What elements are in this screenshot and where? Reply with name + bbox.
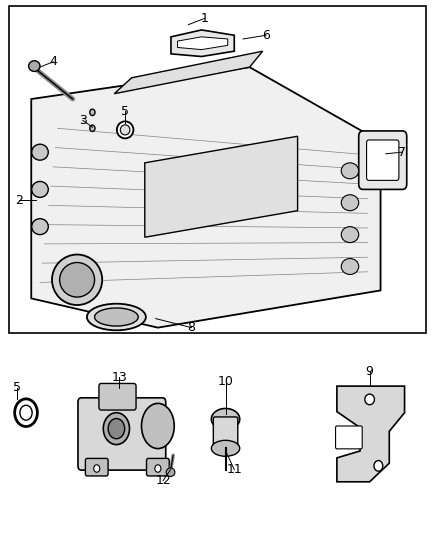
FancyBboxPatch shape — [359, 131, 407, 189]
Ellipse shape — [87, 304, 146, 330]
Ellipse shape — [52, 255, 102, 305]
Ellipse shape — [212, 408, 240, 430]
Ellipse shape — [60, 263, 95, 297]
Polygon shape — [177, 37, 228, 50]
Ellipse shape — [341, 259, 359, 274]
Text: 10: 10 — [218, 375, 233, 389]
Text: 3: 3 — [79, 114, 87, 127]
Text: 13: 13 — [112, 370, 127, 384]
Text: 1: 1 — [201, 12, 209, 25]
Text: 8: 8 — [187, 321, 195, 334]
Ellipse shape — [90, 125, 95, 132]
Text: 9: 9 — [366, 365, 374, 378]
Ellipse shape — [94, 465, 100, 472]
FancyBboxPatch shape — [10, 6, 426, 333]
Ellipse shape — [103, 413, 130, 445]
Polygon shape — [145, 136, 297, 237]
Polygon shape — [171, 30, 234, 56]
Ellipse shape — [20, 405, 32, 420]
Ellipse shape — [32, 181, 48, 197]
FancyBboxPatch shape — [367, 140, 399, 180]
FancyBboxPatch shape — [78, 398, 166, 470]
Text: 5: 5 — [121, 105, 129, 118]
Ellipse shape — [341, 163, 359, 179]
Text: 11: 11 — [226, 463, 242, 476]
Text: 5: 5 — [13, 381, 21, 394]
Ellipse shape — [141, 403, 174, 449]
Ellipse shape — [120, 125, 130, 135]
Ellipse shape — [14, 399, 37, 426]
Ellipse shape — [341, 195, 359, 211]
Ellipse shape — [32, 219, 48, 235]
FancyBboxPatch shape — [99, 383, 136, 410]
Text: 6: 6 — [262, 29, 270, 42]
Ellipse shape — [90, 109, 95, 116]
FancyBboxPatch shape — [85, 458, 108, 476]
Ellipse shape — [95, 308, 138, 326]
Ellipse shape — [108, 418, 125, 439]
FancyBboxPatch shape — [147, 458, 169, 476]
Ellipse shape — [32, 144, 48, 160]
Text: 12: 12 — [155, 474, 171, 487]
Ellipse shape — [155, 465, 161, 472]
Polygon shape — [114, 51, 263, 94]
FancyBboxPatch shape — [336, 426, 362, 449]
Ellipse shape — [166, 468, 175, 477]
Ellipse shape — [365, 394, 374, 405]
Ellipse shape — [212, 440, 240, 456]
Polygon shape — [31, 67, 381, 328]
Text: 4: 4 — [49, 55, 57, 68]
FancyBboxPatch shape — [213, 417, 238, 450]
Ellipse shape — [374, 461, 383, 471]
Ellipse shape — [117, 122, 134, 139]
Text: 7: 7 — [398, 146, 406, 159]
Ellipse shape — [28, 61, 40, 71]
Ellipse shape — [341, 227, 359, 243]
Text: 2: 2 — [15, 193, 23, 207]
Polygon shape — [337, 386, 405, 482]
